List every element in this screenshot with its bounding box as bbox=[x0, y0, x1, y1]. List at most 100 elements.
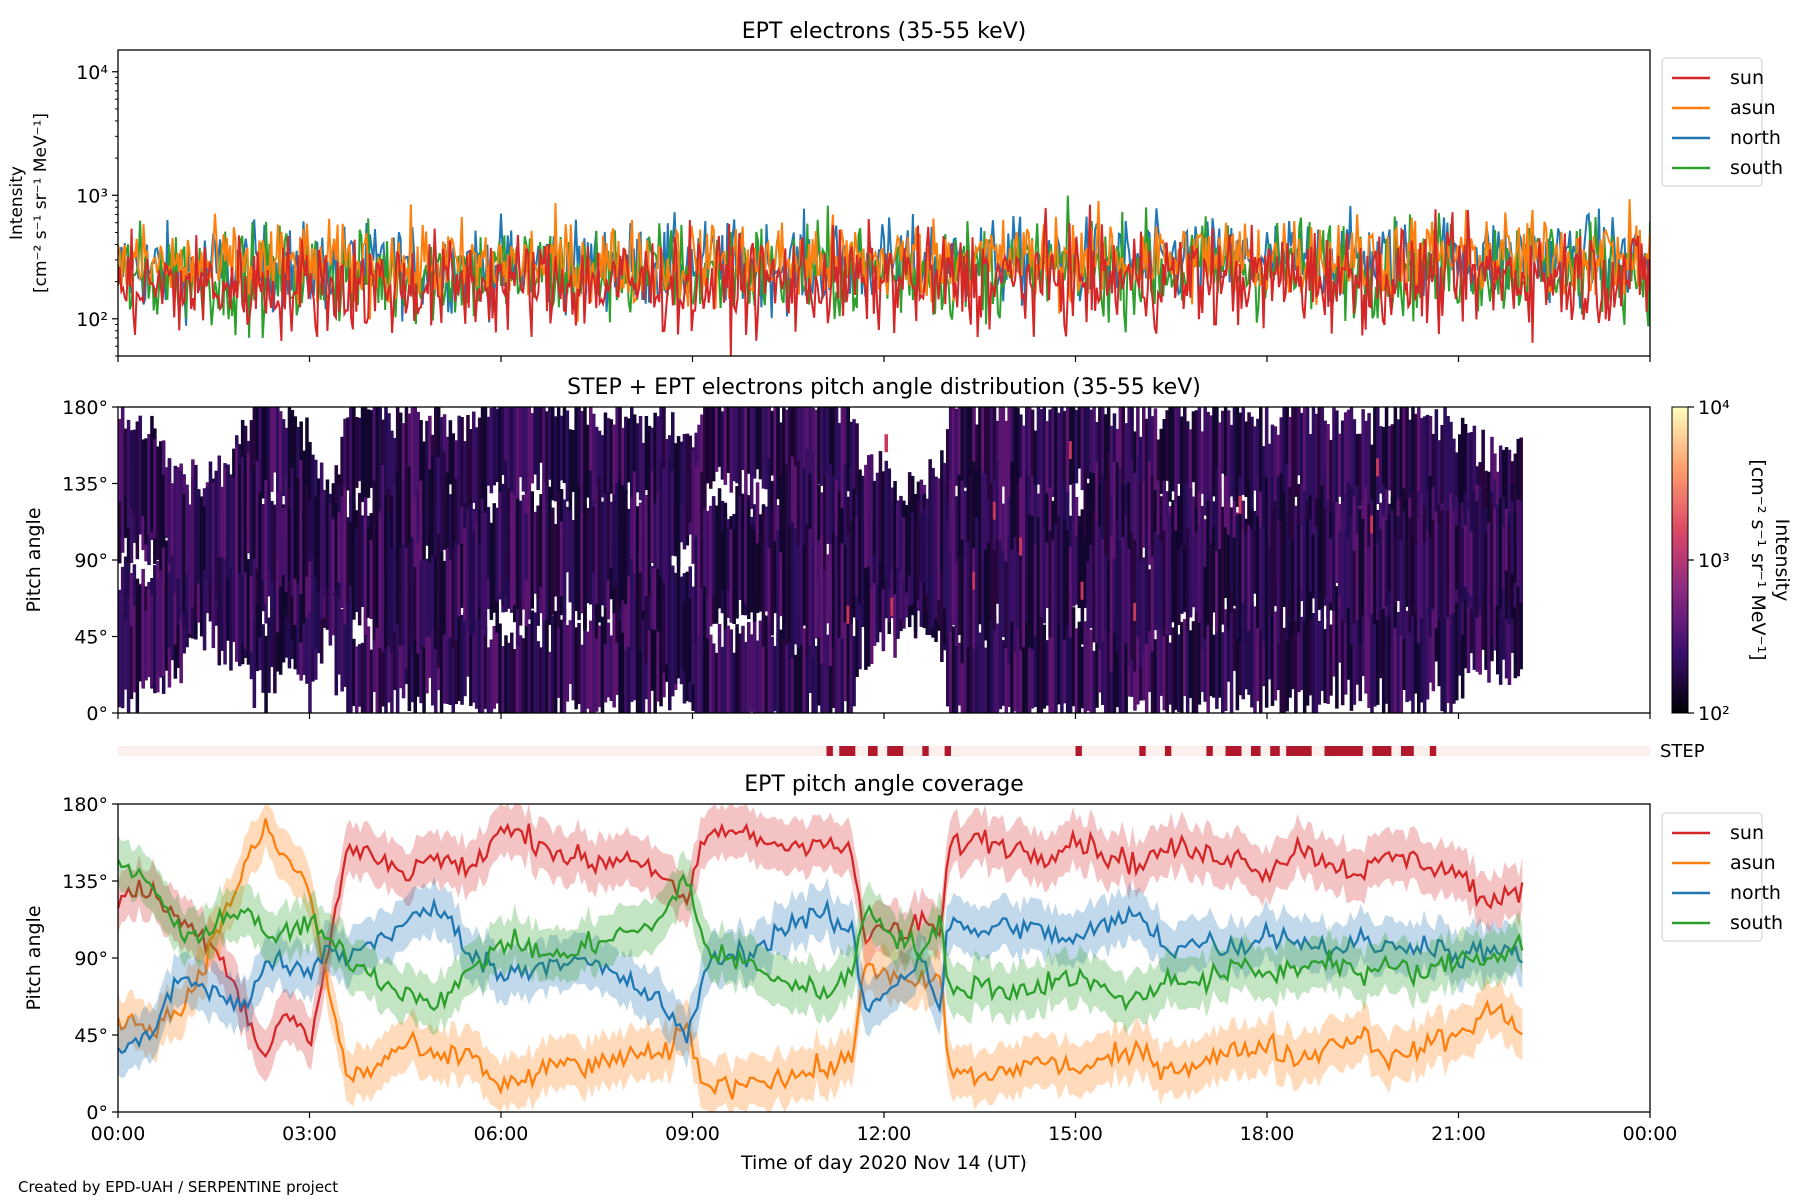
pad-cell bbox=[1063, 410, 1067, 484]
pad-cell bbox=[638, 502, 643, 573]
pad-cell bbox=[252, 407, 257, 510]
pad-cell bbox=[597, 476, 602, 604]
pad-cell bbox=[325, 479, 330, 587]
pad-cell bbox=[164, 467, 169, 537]
pad-cell bbox=[878, 555, 883, 633]
pad-cell bbox=[1036, 597, 1041, 713]
pad-cell bbox=[632, 471, 637, 574]
pad-cell bbox=[445, 548, 450, 641]
pad-cell bbox=[226, 464, 230, 579]
pad-cell bbox=[255, 533, 260, 606]
pad-cell bbox=[290, 467, 295, 597]
pad-cell bbox=[1513, 511, 1518, 583]
pad-cell bbox=[1033, 543, 1038, 637]
pad-cell bbox=[729, 629, 734, 713]
pad-cell bbox=[565, 410, 570, 502]
pad-cell-high bbox=[1238, 495, 1243, 514]
pad-cell bbox=[1244, 421, 1248, 497]
pad-cell bbox=[1270, 509, 1275, 614]
pad-cell bbox=[454, 440, 459, 516]
pad-cell bbox=[1250, 529, 1254, 606]
y-tick-label: 90° bbox=[74, 550, 108, 572]
pad-cell bbox=[369, 410, 374, 488]
pad-cell bbox=[390, 633, 394, 713]
pad-cell bbox=[1112, 558, 1117, 634]
pad-cell bbox=[352, 638, 356, 707]
pad-cell bbox=[749, 634, 754, 712]
pad-cell bbox=[1504, 508, 1509, 571]
pad-cell bbox=[1197, 525, 1202, 623]
pad-cell bbox=[1025, 407, 1029, 494]
pad-cell bbox=[665, 438, 669, 507]
pad-cell bbox=[1054, 606, 1058, 713]
pad-cell bbox=[536, 407, 540, 490]
pad-cell bbox=[1212, 634, 1216, 698]
pad-cell bbox=[793, 407, 798, 520]
pad-cell bbox=[398, 604, 403, 689]
pad-cell bbox=[957, 557, 962, 635]
pad-cell bbox=[1463, 424, 1468, 513]
step-interval bbox=[1225, 746, 1242, 756]
pad-cell bbox=[852, 636, 856, 707]
y-tick-label: 180° bbox=[62, 794, 108, 816]
pad-cell bbox=[477, 597, 482, 713]
pad-cell bbox=[697, 550, 701, 636]
pad-cell bbox=[1191, 536, 1196, 608]
pad-cell bbox=[1142, 557, 1146, 652]
pad-cell bbox=[1443, 512, 1447, 619]
pad-cell bbox=[843, 610, 848, 702]
pad-cell bbox=[249, 420, 254, 511]
pad-cell bbox=[1221, 632, 1225, 713]
pad-cell bbox=[653, 412, 657, 516]
pad-cell bbox=[486, 416, 491, 486]
pad-cell bbox=[261, 504, 265, 580]
pad-cell bbox=[562, 499, 567, 621]
panel2-axes: 0° 45° 90° 135° 180° bbox=[62, 397, 1651, 725]
pad-cell bbox=[1124, 514, 1128, 644]
pad-cell bbox=[1355, 605, 1360, 685]
pad-cell bbox=[682, 601, 687, 672]
pad-cell bbox=[1361, 608, 1365, 677]
pad-cell bbox=[820, 535, 824, 664]
pad-cell bbox=[474, 601, 479, 709]
pad-cell bbox=[1229, 518, 1234, 591]
pad-cell bbox=[948, 622, 953, 713]
pad-cell bbox=[609, 635, 614, 701]
pad-cell bbox=[717, 407, 722, 467]
pad-cell bbox=[972, 407, 976, 471]
pad-cell bbox=[489, 639, 494, 713]
pad-cell bbox=[337, 512, 341, 583]
pad-cell bbox=[1279, 417, 1284, 512]
pad-cell bbox=[1121, 484, 1126, 564]
pad-cell bbox=[609, 501, 614, 568]
pad-cell bbox=[1007, 536, 1011, 665]
pad-cell bbox=[454, 542, 459, 641]
pad-cell bbox=[126, 596, 131, 713]
pad-cell bbox=[1206, 609, 1210, 713]
series-line-north bbox=[118, 897, 1524, 1055]
pad-cell bbox=[1215, 407, 1219, 513]
pad-cell bbox=[1510, 500, 1515, 574]
pad-cell bbox=[1402, 614, 1406, 690]
pad-cell bbox=[129, 430, 134, 509]
pad-cell bbox=[246, 453, 251, 554]
pad-cell bbox=[1329, 624, 1333, 696]
pad-cell bbox=[799, 617, 804, 713]
legend-label-north: north bbox=[1730, 127, 1781, 149]
pad-cell bbox=[311, 515, 315, 649]
pad-cell bbox=[627, 508, 631, 577]
pad-cell bbox=[1104, 414, 1108, 499]
pad-cell bbox=[773, 407, 777, 509]
pad-cell bbox=[120, 407, 125, 526]
pad-cell bbox=[647, 425, 652, 510]
pad-cell bbox=[539, 407, 543, 463]
pad-cell bbox=[202, 506, 207, 571]
pad-cell bbox=[305, 540, 309, 618]
pad-cell bbox=[1364, 531, 1368, 623]
pad-cell bbox=[1332, 603, 1336, 677]
pad-cell bbox=[606, 622, 611, 698]
pad-cell bbox=[1013, 638, 1017, 712]
pad-cell bbox=[571, 537, 576, 599]
pad-cell bbox=[694, 537, 698, 642]
pad-cell bbox=[773, 645, 777, 712]
